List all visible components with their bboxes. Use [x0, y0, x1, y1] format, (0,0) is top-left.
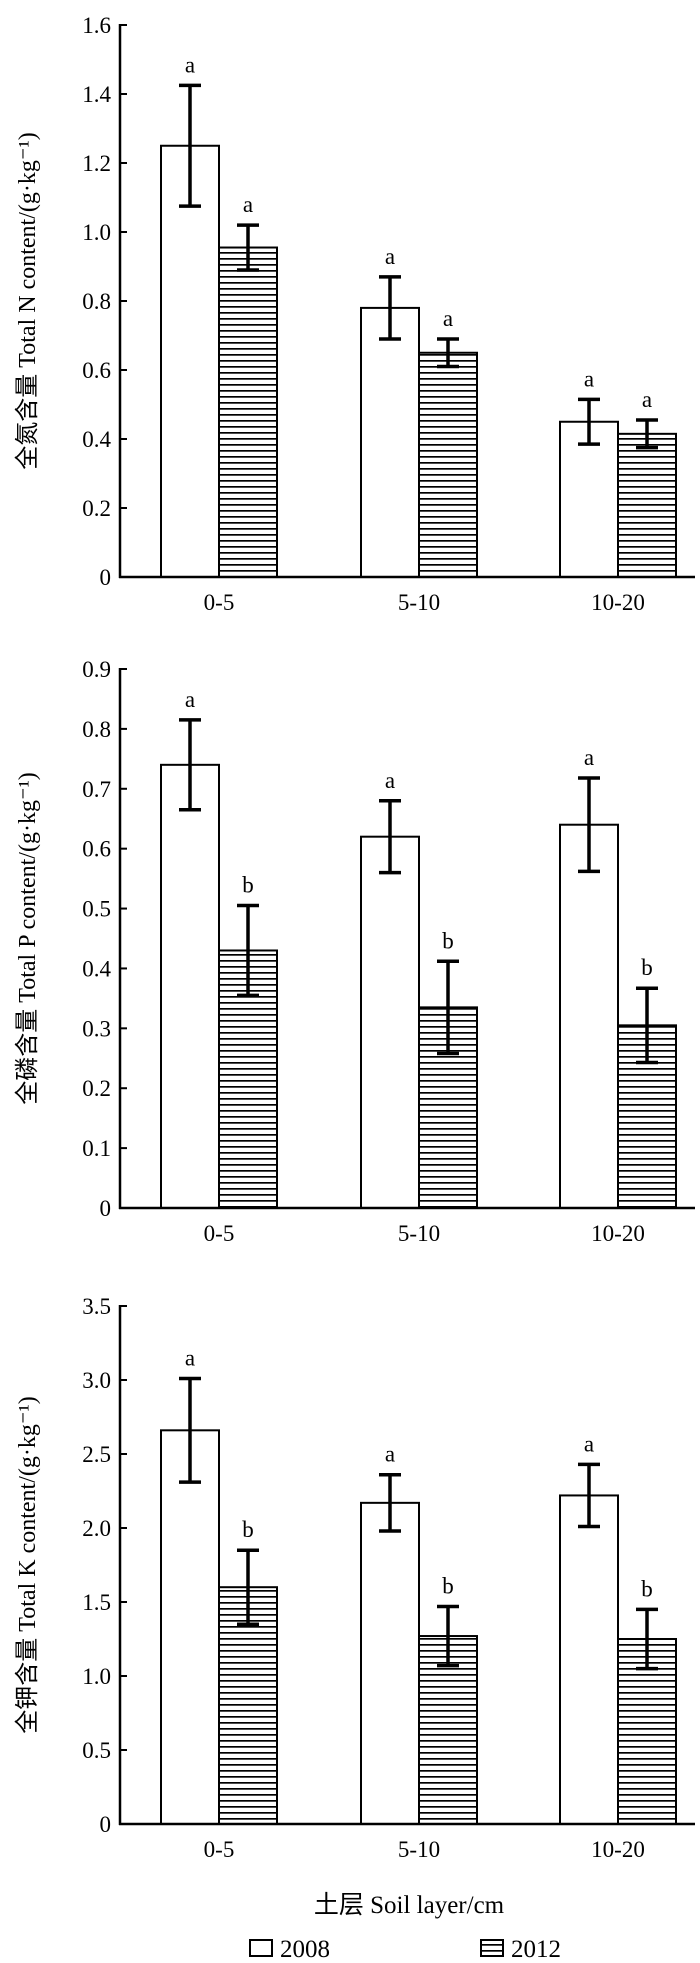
- bar-2008: [559, 1494, 619, 1825]
- legend-swatch-2008: [249, 1939, 273, 1957]
- significance-letter: b: [442, 1573, 454, 1598]
- significance-letter: a: [243, 192, 253, 217]
- bar-2012: [218, 1586, 278, 1825]
- y-tick-label: 0.5: [82, 897, 111, 922]
- significance-letter: a: [584, 366, 594, 391]
- bar-2008: [559, 420, 619, 578]
- y-tick-label: 1.0: [82, 1664, 111, 1689]
- y-tick-label: 2.0: [82, 1516, 111, 1541]
- bar-2008: [360, 306, 420, 578]
- y-axis-label: 全钾含量 Total K content/(g·kg⁻¹): [14, 1396, 41, 1733]
- significance-letter: a: [185, 687, 195, 712]
- y-tick-label: 0.8: [82, 289, 111, 314]
- significance-letter: a: [642, 387, 652, 412]
- x-tick-label: 0-5: [204, 590, 235, 615]
- significance-letter: a: [385, 1442, 395, 1467]
- significance-letter: a: [584, 745, 594, 770]
- y-tick-label: 1.5: [82, 1590, 111, 1615]
- significance-letter: a: [385, 768, 395, 793]
- bar-2012: [617, 432, 677, 579]
- bar-2008: [160, 763, 220, 1209]
- total-p-panel: 0 0.1 0.2 0.3 0.4 0.5 0.6 0.7 0.8 0.9 a a a b b b 0-5 5-1…: [14, 657, 695, 1246]
- significance-letter: a: [443, 306, 453, 331]
- significance-letter: b: [442, 928, 454, 953]
- x-tick-label: 10-20: [591, 1837, 645, 1862]
- y-tick-label: 0.4: [82, 956, 111, 981]
- bar-2008: [160, 1429, 220, 1825]
- bar-2008: [360, 1501, 420, 1825]
- y-axis-label: 全磷含量 Total P content/(g·kg⁻¹): [14, 772, 41, 1105]
- bar-2008: [360, 835, 420, 1209]
- significance-letter: a: [385, 244, 395, 269]
- legend-swatch-2012: [480, 1939, 504, 1957]
- significance-letter: a: [185, 52, 195, 77]
- y-tick-label: 0.3: [82, 1016, 111, 1041]
- significance-letter: b: [242, 873, 254, 898]
- y-axis-label: 全氮含量 Total N content/(g·kg⁻¹): [14, 132, 41, 469]
- total-n-panel: 0 0.2 0.4 0.6 0.8 1.0 1.2 1.4 1.6 a a a a a a 0-5 5-10 10…: [14, 13, 695, 615]
- significance-letter: a: [584, 1431, 594, 1456]
- y-tick-label: 3.0: [82, 1368, 111, 1393]
- y-tick-label: 3.5: [82, 1294, 111, 1319]
- y-tick-label: 1.2: [82, 151, 111, 176]
- significance-letter: b: [641, 1576, 653, 1601]
- y-tick-label: 0.6: [82, 837, 111, 862]
- y-tick-label: 0.2: [82, 496, 111, 521]
- y-tick-label: 0: [100, 565, 112, 590]
- y-tick-label: 0: [100, 1812, 112, 1837]
- significance-letter: b: [242, 1517, 254, 1542]
- y-tick-label: 2.5: [82, 1442, 111, 1467]
- y-tick-label: 0.7: [82, 777, 111, 802]
- significance-letter: b: [641, 955, 653, 980]
- legend-label-2008: 2008: [280, 1936, 330, 1963]
- y-tick-label: 0.6: [82, 358, 111, 383]
- y-tick-label: 0.1: [82, 1136, 111, 1161]
- x-tick-label: 10-20: [591, 1221, 645, 1246]
- y-tick-label: 1.0: [82, 220, 111, 245]
- legend: 2008 2012: [249, 1936, 561, 1963]
- total-k-panel: 0 0.5 1.0 1.5 2.0 2.5 3.0 3.5 a a a b b b 0-5 5-10 10-20…: [14, 1294, 695, 1862]
- x-axis-label: 土层 Soil layer/cm: [314, 1891, 505, 1919]
- bar-2012: [218, 246, 278, 578]
- x-tick-label: 5-10: [398, 1221, 440, 1246]
- significance-letter: a: [185, 1346, 195, 1371]
- bar-2008: [160, 144, 220, 578]
- y-tick-label: 0.8: [82, 717, 111, 742]
- x-tick-label: 5-10: [398, 590, 440, 615]
- bar-2008: [559, 823, 619, 1209]
- legend-label-2012: 2012: [511, 1936, 561, 1963]
- y-tick-label: 0.5: [82, 1738, 111, 1763]
- y-tick-label: 1.6: [82, 13, 111, 38]
- y-tick-label: 0.9: [82, 657, 111, 682]
- x-tick-label: 5-10: [398, 1837, 440, 1862]
- y-tick-label: 0.2: [82, 1076, 111, 1101]
- x-tick-label: 0-5: [204, 1221, 235, 1246]
- bar-2012: [418, 351, 478, 578]
- y-tick-label: 1.4: [82, 82, 111, 107]
- x-tick-label: 0-5: [204, 1837, 235, 1862]
- y-tick-label: 0.4: [82, 427, 111, 452]
- y-tick-label: 0: [100, 1196, 112, 1221]
- x-tick-label: 10-20: [591, 590, 645, 615]
